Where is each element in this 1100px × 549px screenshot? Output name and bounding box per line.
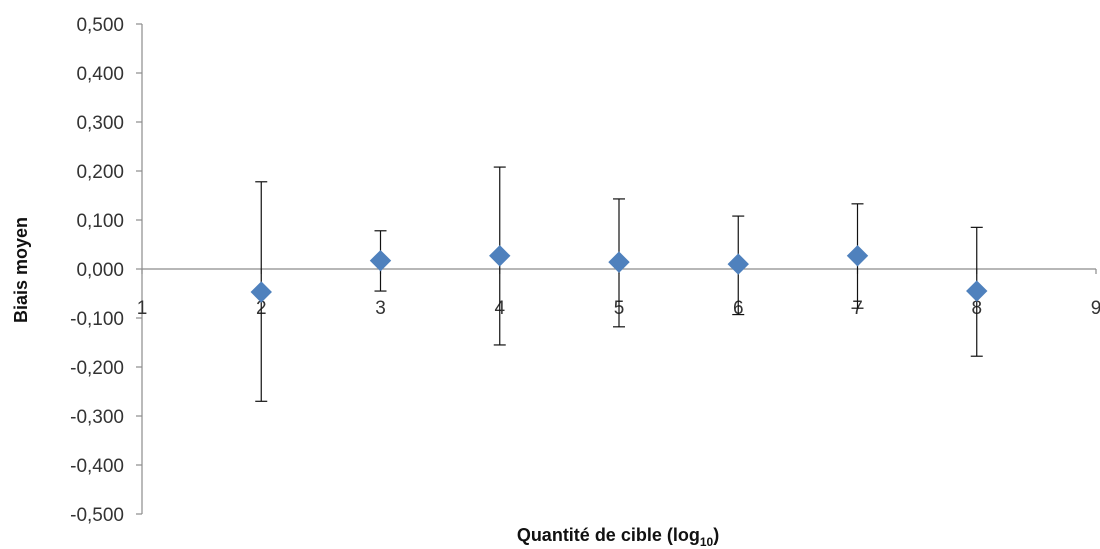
y-tick-label: 0,400 (76, 64, 124, 85)
y-tick-label: -0,400 (70, 456, 124, 477)
data-point-diamond (608, 251, 630, 273)
y-tick-label: -0,200 (70, 358, 124, 379)
data-point-diamond (369, 249, 392, 272)
y-tick-label: 0,200 (76, 162, 124, 183)
data-point-diamond (966, 280, 988, 302)
y-tick-label: 0,500 (76, 15, 124, 36)
y-tick-label: 0,000 (76, 260, 124, 281)
x-tick-label: 9 (1091, 298, 1100, 319)
y-axis-title: Biais moyen (11, 217, 31, 323)
data-point-diamond (846, 245, 869, 267)
y-ticks: 0,500 0,400 0,300 0,200 0,100 0,000 -0,100 -0,2… (70, 15, 142, 526)
data-points (250, 245, 988, 303)
data-point-diamond (727, 253, 749, 275)
x-axis-title: Quantité de cible (log10) (517, 525, 719, 549)
y-tick-label: 0,300 (76, 113, 124, 134)
x-ticks: 123456789 (137, 269, 1100, 319)
data-point-diamond (489, 245, 511, 267)
error-bars (255, 166, 983, 402)
y-tick-label: 0,100 (76, 211, 124, 232)
y-tick-label: -0,300 (70, 407, 124, 428)
y-tick-label: -0,500 (70, 505, 124, 526)
y-axis: 0,500 0,400 0,300 0,200 0,100 0,000 -0,100 -0,2… (70, 15, 143, 526)
x-tick-label: 3 (375, 298, 386, 319)
x-axis: 123456789 (137, 268, 1100, 319)
data-point-diamond (250, 281, 272, 303)
x-tick-label: 1 (137, 298, 148, 319)
y-tick-label: -0,100 (70, 309, 124, 330)
